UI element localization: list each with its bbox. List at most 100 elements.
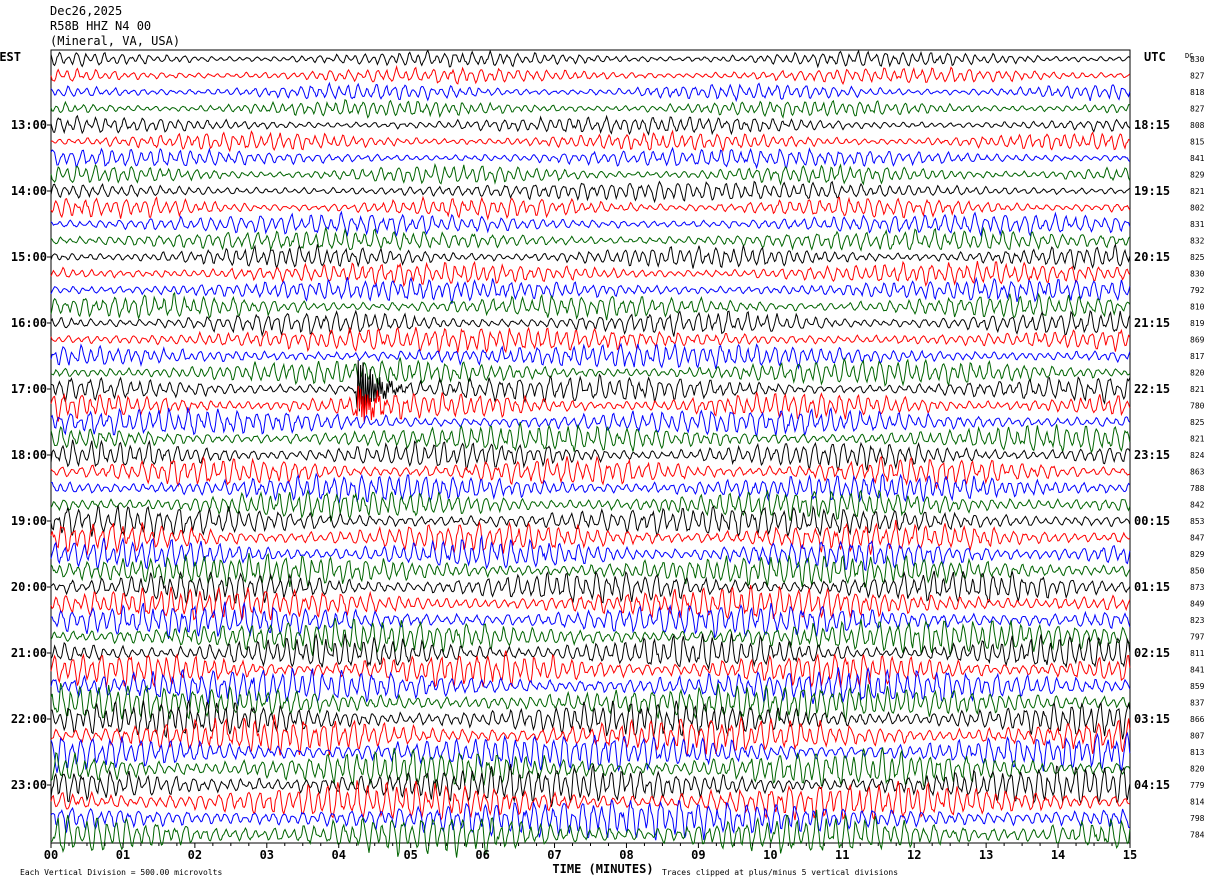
- dc-offset-7: 829: [1190, 171, 1205, 180]
- dc-offset-1: 827: [1190, 72, 1205, 81]
- trace-2: [50, 81, 1131, 103]
- trace-33: [50, 584, 1131, 621]
- dc-offset-25: 863: [1190, 468, 1205, 477]
- dc-offset-39: 837: [1190, 699, 1205, 708]
- trace-41: [50, 714, 1131, 756]
- dc-offset-6: 841: [1190, 154, 1205, 163]
- x-tick-label-11: 11: [835, 848, 849, 862]
- header-date: Dec26,2025: [50, 4, 123, 18]
- dc-label: DC: [1185, 52, 1193, 60]
- trace-25: [50, 455, 1130, 490]
- dc-offset-34: 823: [1190, 616, 1205, 625]
- dc-offset-35: 797: [1190, 633, 1205, 642]
- x-tick-label-04: 04: [332, 848, 346, 862]
- dc-offset-5: 815: [1190, 138, 1205, 147]
- dc-offset-9: 802: [1190, 204, 1205, 213]
- trace-14: [50, 276, 1131, 304]
- trace-20: [50, 360, 1131, 419]
- x-tick-label-01: 01: [116, 848, 130, 862]
- dc-offset-38: 859: [1190, 682, 1205, 691]
- dc-offset-19: 820: [1190, 369, 1205, 378]
- left-time-label: 18:00: [11, 448, 47, 462]
- trace-46: [50, 799, 1130, 841]
- x-tick-label-02: 02: [188, 848, 202, 862]
- dc-offset-43: 820: [1190, 765, 1205, 774]
- x-tick-label-15: 15: [1123, 848, 1137, 862]
- trace-22: [50, 406, 1131, 438]
- footer-scale-note: Each Vertical Division = 500.00 microvol…: [20, 868, 222, 877]
- dc-offset-41: 807: [1190, 732, 1205, 741]
- trace-29: [50, 519, 1130, 556]
- left-axis-label: EST: [0, 50, 21, 64]
- dc-offset-30: 829: [1190, 550, 1205, 559]
- dc-offset-20: 821: [1190, 385, 1205, 394]
- dc-offset-18: 817: [1190, 352, 1205, 361]
- dc-offset-24: 824: [1190, 451, 1205, 460]
- left-time-label: 21:00: [11, 646, 47, 660]
- right-time-label: 04:15: [1134, 778, 1170, 792]
- dc-offset-29: 847: [1190, 534, 1205, 543]
- dc-offset-44: 779: [1190, 781, 1205, 790]
- left-time-label: 23:00: [11, 778, 47, 792]
- left-time-label: 19:00: [11, 514, 47, 528]
- right-time-label: 23:15: [1134, 448, 1170, 462]
- right-time-label: 02:15: [1134, 646, 1170, 660]
- trace-7: [50, 162, 1131, 186]
- dc-offset-32: 873: [1190, 583, 1205, 592]
- dc-offset-16: 819: [1190, 319, 1205, 328]
- right-time-label: 19:15: [1134, 184, 1170, 198]
- trace-0: [50, 49, 1131, 69]
- trace-38: [50, 667, 1131, 706]
- dc-offset-36: 811: [1190, 649, 1205, 658]
- dc-offset-12: 825: [1190, 253, 1205, 262]
- trace-19: [50, 356, 1131, 388]
- trace-13: [50, 260, 1131, 288]
- trace-10: [50, 210, 1131, 238]
- right-time-label: 22:15: [1134, 382, 1170, 396]
- trace-37: [50, 650, 1131, 688]
- trace-40: [51, 699, 1131, 740]
- right-time-label: 00:15: [1134, 514, 1170, 528]
- trace-31: [50, 553, 1131, 588]
- trace-9: [50, 195, 1131, 221]
- trace-34: [50, 601, 1131, 640]
- trace-24: [50, 439, 1131, 472]
- x-tick-label-00: 00: [44, 848, 58, 862]
- trace-39: [50, 682, 1131, 723]
- x-tick-label-05: 05: [403, 848, 417, 862]
- dc-offset-0: 830: [1190, 55, 1205, 64]
- dc-offset-17: 869: [1190, 336, 1205, 345]
- x-tick-label-09: 09: [691, 848, 705, 862]
- dc-offset-27: 842: [1190, 501, 1205, 510]
- x-tick-label-14: 14: [1051, 848, 1065, 862]
- trace-21: [50, 385, 1131, 423]
- x-tick-label-08: 08: [619, 848, 633, 862]
- left-time-label: 13:00: [11, 118, 47, 132]
- dc-offset-14: 792: [1190, 286, 1205, 295]
- right-time-label: 03:15: [1134, 712, 1170, 726]
- trace-36: [50, 633, 1131, 671]
- trace-1: [50, 64, 1131, 85]
- trace-15: [50, 291, 1131, 321]
- trace-16: [50, 309, 1131, 338]
- header-location: (Mineral, VA, USA): [50, 34, 181, 48]
- trace-28: [50, 504, 1131, 539]
- trace-42: [50, 731, 1131, 773]
- dc-offset-26: 788: [1190, 484, 1205, 493]
- x-tick-label-03: 03: [260, 848, 274, 862]
- trace-4: [50, 114, 1131, 136]
- footer-clip-note: Traces clipped at plus/minus 5 vertical …: [662, 868, 898, 877]
- x-tick-label-06: 06: [475, 848, 489, 862]
- trace-27: [50, 489, 1131, 523]
- trace-26: [50, 472, 1131, 504]
- left-time-label: 16:00: [11, 316, 47, 330]
- dc-offset-46: 798: [1190, 814, 1205, 823]
- x-tick-label-12: 12: [907, 848, 921, 862]
- trace-47: [50, 809, 1131, 858]
- dc-offset-4: 808: [1190, 121, 1205, 130]
- trace-44: [50, 763, 1131, 807]
- dc-offset-33: 849: [1190, 600, 1205, 609]
- right-axis-label: UTC: [1144, 50, 1166, 64]
- right-time-label: 21:15: [1134, 316, 1170, 330]
